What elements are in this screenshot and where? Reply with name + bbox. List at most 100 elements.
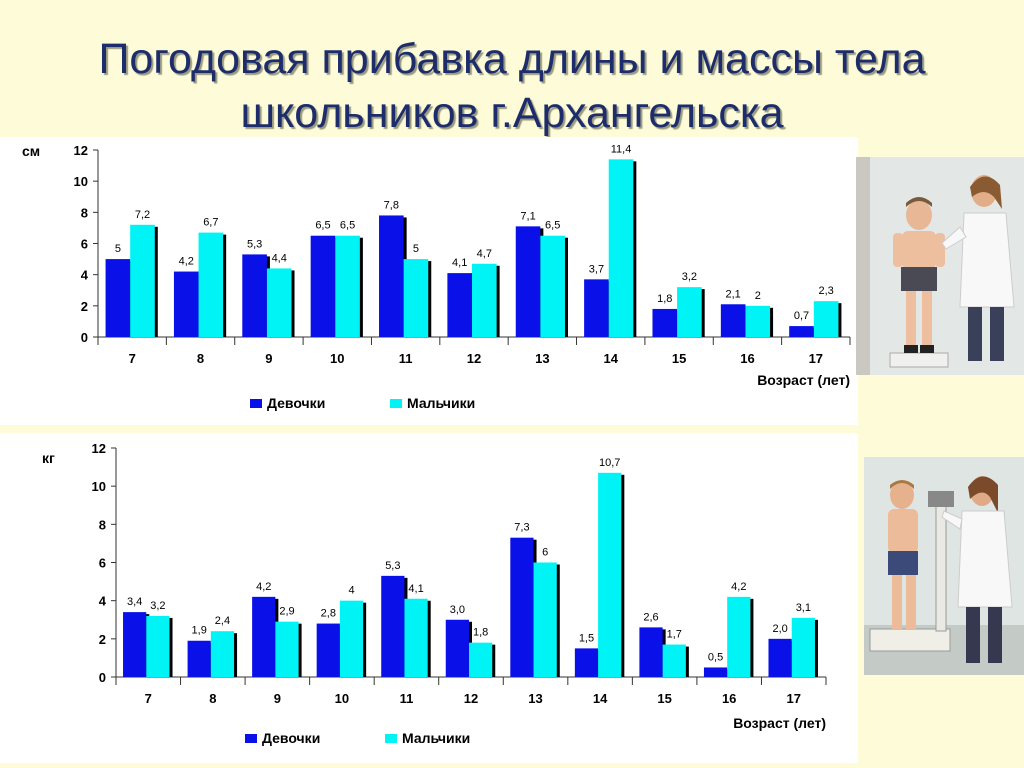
x-tick-label: 10 [330, 351, 344, 366]
bar-girls [768, 638, 792, 677]
x-tick-label: 16 [722, 691, 736, 706]
data-label: 2,9 [279, 606, 294, 618]
bar-boys [403, 259, 429, 337]
data-label: 2,4 [215, 615, 230, 627]
bar-boys [540, 235, 565, 337]
x-tick-label: 8 [197, 351, 204, 366]
bar-girls [252, 596, 276, 677]
y-tick-label: 0 [81, 330, 88, 345]
bar-boys [662, 644, 686, 677]
weight-measurement-photo [864, 457, 1024, 675]
y-axis-label: кг [42, 450, 55, 466]
y-tick-label: 8 [99, 517, 106, 532]
y-tick-label: 4 [81, 268, 89, 283]
legend-swatch-girls [245, 734, 257, 743]
length-gain-chart: 0 2 4 6 8 10 12 см 7 8 9 10 11 12 13 14 15 16 17 Возраст (л… [22, 143, 851, 411]
bar-boys [598, 472, 622, 677]
bar-girls [242, 254, 267, 337]
bar-boys [813, 301, 839, 337]
data-label: 3,0 [450, 604, 465, 616]
slide-title-line-2: школьников г.Архангельска [240, 89, 784, 137]
y-tick-label: 10 [92, 479, 106, 494]
bar-boys [130, 224, 155, 337]
bar-boys [335, 235, 360, 337]
y-tick-label: 0 [99, 670, 106, 685]
data-label: 7,3 [514, 522, 529, 534]
x-tick-label: 8 [209, 691, 216, 706]
bar-boys [791, 617, 815, 677]
data-label: 11,4 [611, 143, 632, 155]
y-tick-label: 6 [81, 237, 88, 252]
x-tick-label: 17 [809, 351, 823, 366]
data-label: 1,9 [192, 625, 207, 637]
x-tick-label: 14 [603, 351, 618, 366]
slide-title: Погодовая прибавка длины и массы тела шк… [0, 32, 1024, 140]
bar-girls [652, 308, 678, 337]
data-label: 3,2 [682, 271, 697, 283]
slide-title-line-1: Погодовая прибавка длины и массы тела [98, 35, 926, 83]
bar-boys [677, 287, 702, 337]
data-label: 7,8 [384, 199, 399, 211]
data-label: 6,7 [203, 217, 218, 229]
bar-girls [515, 226, 541, 337]
data-label: 1,5 [579, 632, 594, 644]
x-tick-label: 15 [672, 351, 686, 366]
bar-boys [533, 562, 557, 677]
x-tick-label: 10 [335, 691, 349, 706]
x-tick-label: 9 [274, 691, 281, 706]
bar-boys [745, 305, 771, 337]
bar-boys [727, 596, 751, 677]
bar-boys [146, 615, 170, 677]
data-label: 2,0 [772, 623, 787, 635]
bar-boys [266, 268, 292, 337]
bar-girls [105, 259, 131, 337]
data-label: 2 [755, 290, 761, 302]
bar-boys [608, 159, 634, 337]
data-label: 3,1 [796, 602, 811, 614]
legend-label-girls: Девочки [262, 730, 320, 746]
y-tick-label: 12 [74, 143, 88, 158]
data-label: 7,1 [520, 210, 535, 222]
y-tick-label: 12 [92, 441, 106, 456]
y-tick-label: 10 [74, 174, 88, 189]
x-tick-label: 7 [145, 691, 152, 706]
weight-gain-chart: 0 2 4 6 8 10 12 кг 7 8 9 10 11 12 13 14 15 16 17 Возраст (л… [42, 441, 827, 746]
data-label: 2,8 [321, 608, 336, 620]
x-tick-label: 11 [400, 691, 414, 706]
data-label: 4,1 [452, 257, 467, 269]
height-measurement-photo [856, 157, 1024, 375]
data-label: 2,1 [726, 288, 741, 300]
data-label: 5,3 [385, 560, 400, 572]
length-chart-panel: 0 2 4 6 8 10 12 см 7 8 9 10 11 12 13 14 15 16 17 Возраст (л… [0, 137, 858, 425]
bar-girls [703, 667, 728, 677]
y-tick-label: 6 [99, 556, 106, 571]
bar-girls [720, 304, 746, 337]
x-tick-label: 13 [535, 351, 549, 366]
x-tick-label: 14 [593, 691, 608, 706]
data-label: 3,7 [589, 263, 604, 275]
data-label: 1,8 [473, 627, 488, 639]
bar-boys [404, 598, 428, 677]
x-axis-label: Возраст (лет) [733, 715, 826, 731]
x-tick-label: 15 [657, 691, 671, 706]
bar-girls [574, 648, 599, 677]
data-label: 5,3 [247, 238, 262, 250]
y-tick-label: 2 [81, 299, 88, 314]
data-label: 7,2 [135, 209, 150, 221]
bar-girls [789, 326, 814, 337]
legend-label-girls: Девочки [267, 395, 325, 411]
x-tick-label: 13 [528, 691, 542, 706]
y-tick-label: 8 [81, 205, 88, 220]
y-tick-label: 4 [99, 594, 107, 609]
data-label: 4 [348, 585, 354, 597]
bar-girls [381, 575, 405, 677]
legend-swatch-girls [250, 399, 262, 408]
data-label: 4,4 [272, 252, 287, 264]
x-tick-label: 12 [467, 351, 481, 366]
y-tick-label: 2 [99, 632, 106, 647]
bar-girls [510, 537, 534, 677]
weight-chart-panel: 0 2 4 6 8 10 12 кг 7 8 9 10 11 12 13 14 15 16 17 Возраст (л… [0, 433, 858, 763]
data-label: 2,6 [643, 611, 658, 623]
data-label: 4,1 [408, 583, 423, 595]
data-label: 6,5 [315, 220, 330, 232]
